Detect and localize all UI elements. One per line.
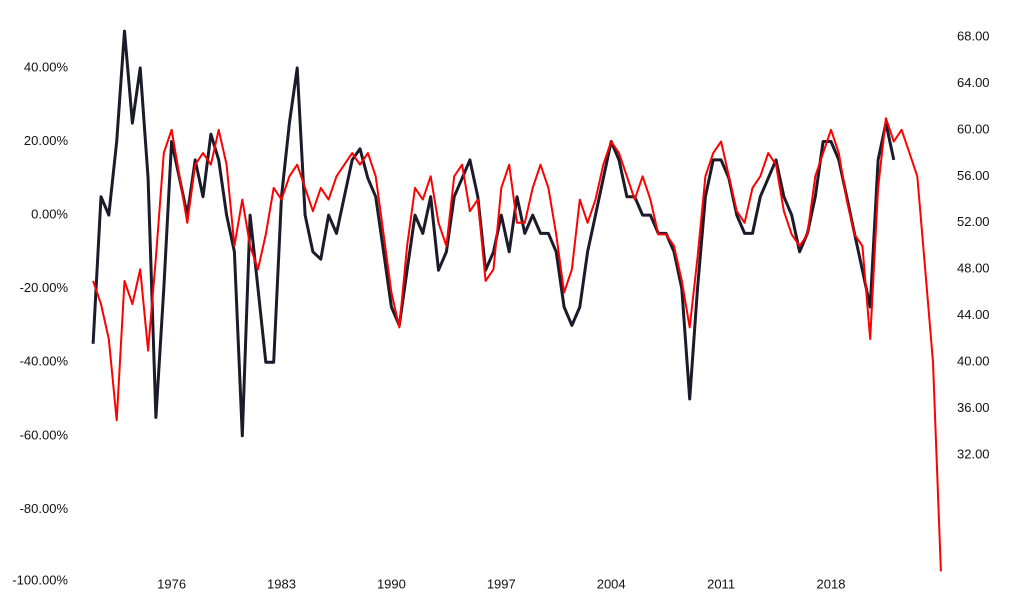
y2-tick-label: 52.00 bbox=[957, 214, 990, 229]
x-tick-label: 1990 bbox=[377, 576, 406, 591]
y-tick-label: -40.00% bbox=[20, 354, 69, 369]
y2-tick-label: 40.00 bbox=[957, 354, 990, 369]
y2-tick-label: 48.00 bbox=[957, 261, 990, 276]
series-line bbox=[91, 29, 896, 438]
y-tick-label: 0.00% bbox=[31, 206, 68, 221]
y-tick-label: -60.00% bbox=[20, 427, 69, 442]
x-tick-label: 2004 bbox=[597, 576, 626, 591]
y2-tick-label: 68.00 bbox=[957, 28, 990, 43]
x-tick-label: 2011 bbox=[707, 576, 735, 591]
x-tick-label: 2018 bbox=[817, 576, 846, 591]
y-tick-label: 20.00% bbox=[24, 133, 69, 148]
y2-tick-label: 44.00 bbox=[957, 307, 990, 322]
y2-tick-label: 60.00 bbox=[957, 121, 990, 136]
y-tick-label: -80.00% bbox=[20, 501, 69, 516]
y-tick-label: -100.00% bbox=[12, 572, 68, 587]
x-tick-label: 1983 bbox=[267, 576, 296, 591]
series-line bbox=[92, 117, 942, 572]
y2-tick-label: 36.00 bbox=[957, 400, 990, 415]
y-tick-label: 40.00% bbox=[24, 59, 69, 74]
y-tick-label: -20.00% bbox=[20, 280, 69, 295]
x-tick-label: 1976 bbox=[157, 576, 186, 591]
y2-tick-label: 64.00 bbox=[957, 75, 990, 90]
y2-tick-label: 32.00 bbox=[957, 447, 990, 462]
y2-tick-label: 56.00 bbox=[957, 168, 990, 183]
x-tick-label: 1997 bbox=[487, 576, 516, 591]
